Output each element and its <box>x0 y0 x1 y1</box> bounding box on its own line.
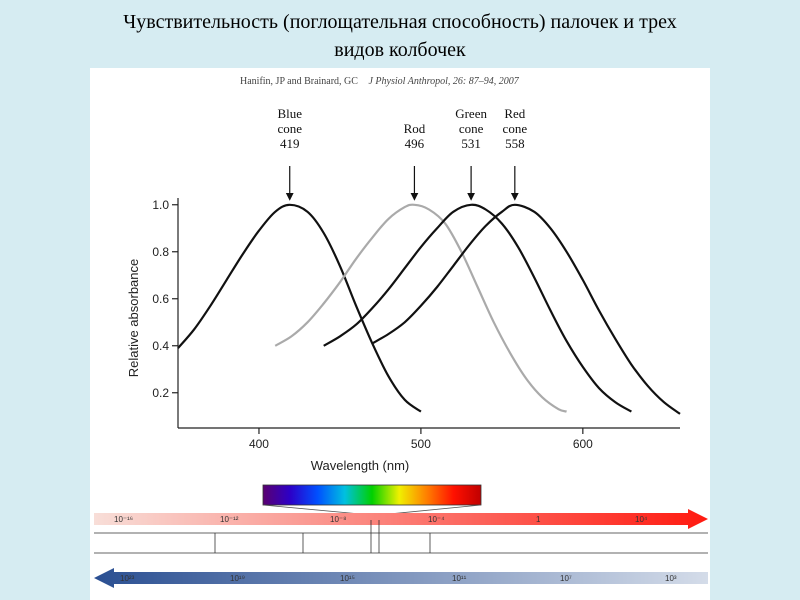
wavelength-tick-label: 10⁴ <box>635 515 648 524</box>
frequency-tick-labels: 10²³ 10¹⁹ 10¹⁵ 10¹¹ 10⁷ 10³ <box>120 574 677 583</box>
peak-label-text: Red <box>504 106 525 121</box>
wavelength-tick-label: 10⁻¹⁶ <box>114 515 133 524</box>
peak-label-text: 496 <box>405 136 425 151</box>
wavelength-tick-label: 10⁻⁴ <box>428 515 445 524</box>
x-tick-label: 500 <box>411 437 431 451</box>
wavelength-tick-labels: 10⁻¹⁶ 10⁻¹² 10⁻⁸ 10⁻⁴ 1 10⁴ <box>114 515 648 524</box>
y-tick-label: 1.0 <box>152 198 169 212</box>
peak-label-text: 531 <box>461 136 481 151</box>
slide-title: Чувствительность (поглощательная способн… <box>20 8 780 64</box>
frequency-arrow <box>94 568 708 588</box>
y-axis-label: Relative absorbance <box>126 259 141 378</box>
y-tick-label: 0.4 <box>152 339 169 353</box>
em-spectrum-strip: 10⁻¹⁶ 10⁻¹² 10⁻⁸ 10⁻⁴ 1 10⁴ 10²³ 10¹⁹ 10¹⁵ 10¹¹ 1… <box>94 484 708 588</box>
visible-spectrum-band <box>262 484 482 506</box>
peak-label-text: cone <box>277 121 302 136</box>
wavelength-tick-label: 10⁻⁸ <box>330 515 347 524</box>
peak-label-text: Green <box>455 106 487 121</box>
peak-label-text: Rod <box>404 121 426 136</box>
frequency-tick-label: 10¹⁹ <box>230 574 245 583</box>
series-line-0 <box>177 203 422 413</box>
peak-label-text: 419 <box>280 136 300 151</box>
x-axis-label: Wavelength (nm) <box>311 458 410 473</box>
peak-label-text: cone <box>459 121 484 136</box>
frequency-tick-label: 10¹⁵ <box>340 574 355 583</box>
frequency-tick-label: 10²³ <box>120 574 135 583</box>
y-tick-label: 0.2 <box>152 386 169 400</box>
slide-title-line-2: видов колбочек <box>334 39 466 61</box>
series-line-3 <box>371 203 681 415</box>
y-tick-label: 0.6 <box>152 292 169 306</box>
citation: Hanifin, JP and Brainard, GC J Physiol A… <box>240 76 519 87</box>
frequency-tick-label: 10¹¹ <box>452 574 467 583</box>
citation-journal: J Physiol Anthropol, 26: 87–94, 2007 <box>368 76 519 87</box>
wavelength-arrow <box>94 509 708 529</box>
peak-label-text: Blue <box>277 106 302 121</box>
chart-ticks: 400 500 600 0.2 0.4 0.6 0.8 1.0 <box>152 198 593 451</box>
series-line-2 <box>323 203 632 413</box>
x-tick-label: 400 <box>249 437 269 451</box>
peak-label-text: cone <box>503 121 528 136</box>
figure-panel: Hanifin, JP and Brainard, GC J Physiol A… <box>90 68 710 600</box>
chart-curves <box>177 203 681 415</box>
chart-axes <box>177 198 680 429</box>
slide-title-line-1: Чувствительность (поглощательная способн… <box>123 11 677 33</box>
citation-authors: Hanifin, JP and Brainard, GC <box>240 76 358 87</box>
series-line-1 <box>274 203 567 413</box>
frequency-tick-label: 10³ <box>665 574 677 583</box>
x-tick-label: 600 <box>573 437 593 451</box>
y-tick-label: 0.8 <box>152 245 169 259</box>
wavelength-tick-label: 10⁻¹² <box>220 515 239 524</box>
frequency-tick-label: 10⁷ <box>560 574 572 583</box>
wavelength-tick-label: 1 <box>536 515 541 524</box>
peak-label-text: 558 <box>505 136 525 151</box>
